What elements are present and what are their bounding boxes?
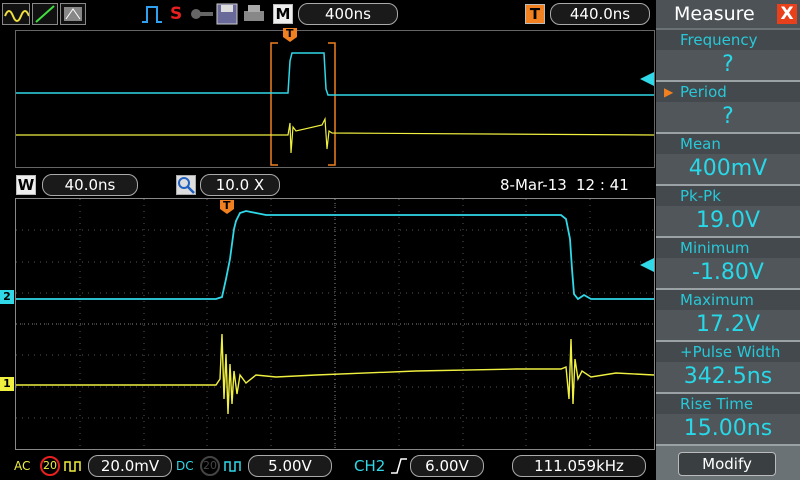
ch2-coupling-icon[interactable]: DC — [176, 456, 194, 476]
zoom-toolbar: W 40.0ns 10.0 X 8-Mar-13 12 : 41 — [0, 172, 656, 198]
overview-traces — [16, 42, 655, 166]
overview-ch2-trace — [16, 52, 654, 96]
ch1-waveform-icon — [64, 458, 84, 477]
trigger-level-readout[interactable]: 6.00V — [410, 455, 484, 477]
ch1-scale-readout[interactable]: 20.0mV — [88, 455, 172, 477]
measure-label-pulse-width[interactable]: +Pulse Width — [656, 342, 800, 362]
measure-label-frequency[interactable]: Frequency — [656, 30, 800, 50]
line-draw-icon[interactable] — [32, 3, 58, 25]
zoom-factor-readout[interactable]: 10.0 X — [200, 174, 280, 196]
measure-value-frequency: ? — [656, 50, 800, 80]
measure-value-rise-time: 15.00ns — [656, 414, 800, 444]
window-tag: W — [16, 175, 36, 195]
timebase-readout[interactable]: 400ns — [298, 3, 398, 25]
ch1-coupling-label: AC — [14, 459, 31, 473]
key-lock-icon[interactable] — [190, 6, 214, 22]
zoom-magnifier-icon[interactable] — [176, 175, 196, 195]
ch2-bw-label: 20 — [203, 459, 217, 472]
zoom-window-bracket[interactable] — [270, 42, 336, 166]
trigger-position-marker[interactable] — [219, 199, 235, 215]
channel-status-bar: AC 20 20.0mV DC 20 5.00V CH2 6.00V 111.0… — [0, 452, 656, 480]
frequency-counter-readout: 111.059kHz — [512, 455, 646, 477]
trigger-position-readout[interactable]: 440.0ns — [550, 3, 650, 25]
printer-icon[interactable] — [242, 3, 266, 25]
save-disk-icon[interactable] — [216, 3, 238, 25]
ch1-offset-marker[interactable]: 1 — [0, 377, 14, 391]
top-toolbar: S M 400ns T 440.0ns — [0, 0, 656, 28]
selected-arrow-icon: ▶ — [664, 85, 674, 99]
window-time-readout[interactable]: 40.0ns — [42, 174, 138, 196]
measure-label-minimum[interactable]: Minimum — [656, 238, 800, 258]
main-waveform-grid: T — [15, 198, 655, 450]
overview-level-arrow-icon — [640, 71, 654, 90]
measure-label-pkpk[interactable]: Pk-Pk — [656, 186, 800, 206]
single-mode-indicator: S — [170, 4, 183, 24]
modify-button[interactable]: Modify — [678, 452, 776, 476]
measure-label-period-text: Period — [680, 83, 727, 101]
measure-label-rise-time[interactable]: Rise Time — [656, 394, 800, 414]
grid-graticule — [16, 199, 655, 449]
measure-panel: Measure X Frequency ? ▶ Period ? Mean 40… — [656, 0, 800, 480]
trigger-position-tag: T — [525, 4, 545, 24]
main-timebase-tag: M — [273, 4, 293, 24]
ch1-marker-label: 1 — [3, 377, 11, 390]
overview-trigger-marker — [282, 27, 298, 43]
trigger-level-arrow-icon[interactable] — [640, 257, 654, 276]
ch1-bw-limit-badge[interactable]: 20 — [40, 456, 60, 476]
ch2-waveform-icon — [224, 458, 244, 477]
ch2-offset-marker[interactable]: 2 — [0, 290, 14, 304]
overview-ch1-trace — [16, 116, 655, 154]
measure-label-period[interactable]: ▶ Period — [656, 82, 800, 102]
measure-label-mean[interactable]: Mean — [656, 134, 800, 154]
ch1-bw-label: 20 — [43, 459, 57, 472]
measure-value-period: ? — [656, 102, 800, 132]
measure-title: Measure — [656, 0, 800, 28]
pulse-trigger-icon[interactable] — [140, 4, 164, 24]
measure-value-maximum: 17.2V — [656, 310, 800, 340]
overview-trigger-label: T — [286, 27, 294, 40]
ch2-bw-limit-badge[interactable]: 20 — [200, 456, 220, 476]
ch1-coupling-icon[interactable]: AC — [14, 456, 30, 476]
overview-waveform-window: T — [15, 27, 655, 168]
measure-value-pulse-width: 342.5ns — [656, 362, 800, 392]
rising-edge-icon — [390, 457, 408, 479]
trigger-marker-label: T — [223, 199, 231, 212]
ch2-coupling-label: DC — [176, 459, 194, 473]
close-icon[interactable]: X — [777, 4, 797, 24]
date-display: 8-Mar-13 — [500, 176, 567, 194]
measure-value-minimum: -1.80V — [656, 258, 800, 288]
measure-value-pkpk: 19.0V — [656, 206, 800, 236]
measure-label-maximum[interactable]: Maximum — [656, 290, 800, 310]
ch2-scale-readout[interactable]: 5.00V — [248, 455, 332, 477]
trigger-source-label[interactable]: CH2 — [354, 457, 386, 475]
waveform-mode-icon[interactable] — [2, 3, 30, 25]
ch1-trace — [16, 333, 655, 415]
persistence-icon[interactable] — [60, 3, 86, 25]
time-display: 12 : 41 — [576, 176, 629, 194]
measure-value-mean: 400mV — [656, 154, 800, 184]
ch2-marker-label: 2 — [3, 290, 11, 303]
ch2-trace — [16, 210, 654, 301]
